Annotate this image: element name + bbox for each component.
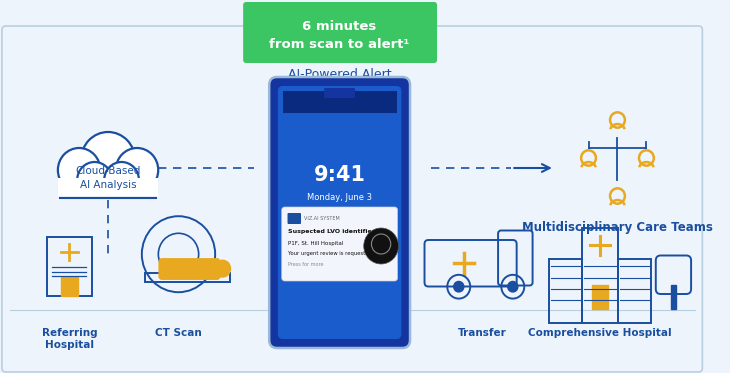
Text: Multidisciplinary Care Teams: Multidisciplinary Care Teams [522,222,713,235]
Circle shape [215,260,231,277]
Text: Press for more: Press for more [288,263,324,267]
FancyBboxPatch shape [324,88,355,98]
Text: 9:41: 9:41 [314,165,366,185]
Bar [671,285,677,309]
FancyBboxPatch shape [278,86,402,339]
Text: Referring
Hospital: Referring Hospital [42,328,97,350]
Circle shape [364,228,399,264]
Bar [145,273,230,282]
Bar [47,237,92,296]
FancyBboxPatch shape [243,2,437,63]
Text: AI-Powered Alert: AI-Powered Alert [288,69,391,81]
Bar [582,228,618,323]
Text: Comprehensive Hospital: Comprehensive Hospital [529,328,672,338]
Text: 6 minutes
from scan to alert¹: 6 minutes from scan to alert¹ [269,19,410,50]
Text: Monday, June 3: Monday, June 3 [307,192,372,201]
Bar [61,277,77,296]
Circle shape [454,282,464,292]
Circle shape [77,162,112,198]
Circle shape [104,162,139,198]
Circle shape [158,233,199,275]
FancyBboxPatch shape [282,207,398,281]
Text: Your urgent review is requested: Your urgent review is requested [288,251,372,257]
Text: Suspected LVO identified:: Suspected LVO identified: [288,229,379,235]
FancyBboxPatch shape [288,213,301,224]
Circle shape [81,132,135,188]
Text: CT Scan: CT Scan [155,328,202,338]
Circle shape [508,282,518,292]
Bar [592,285,608,309]
Bar [58,178,158,200]
Text: Transfer: Transfer [458,328,507,338]
FancyBboxPatch shape [2,26,702,372]
Circle shape [58,148,100,192]
Text: Cloud-Based
AI Analysis: Cloud-Based AI Analysis [75,166,141,189]
FancyBboxPatch shape [269,77,410,348]
Text: P1F, St. Hill Hospital: P1F, St. Hill Hospital [288,241,344,245]
FancyBboxPatch shape [159,259,220,279]
Bar [283,91,396,113]
Bar [549,258,582,323]
Text: VIZ.AI SYSTEM: VIZ.AI SYSTEM [304,216,339,222]
Bar [618,258,651,323]
Circle shape [116,148,158,192]
